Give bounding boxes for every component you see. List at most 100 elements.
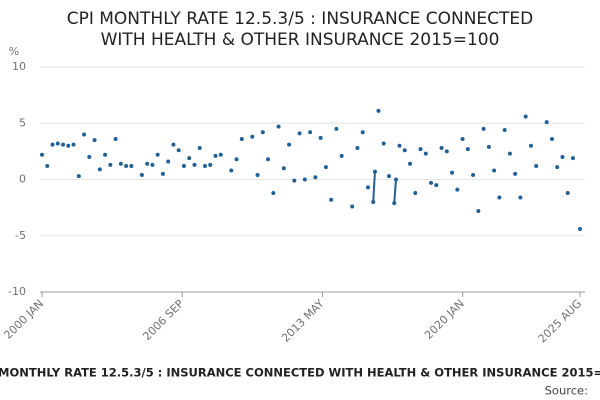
line-segment (372, 171, 376, 203)
point (471, 173, 476, 177)
point (413, 191, 418, 195)
point (287, 142, 292, 147)
point (266, 157, 271, 162)
point (418, 147, 423, 152)
point (150, 162, 155, 167)
point (497, 195, 502, 200)
point (570, 156, 575, 161)
point (429, 180, 434, 185)
point (518, 195, 523, 200)
point (187, 156, 192, 161)
point (528, 143, 533, 148)
point (560, 155, 565, 159)
x-tick-label: 2000 JAN (1, 297, 46, 342)
point (181, 164, 186, 168)
point (465, 147, 470, 152)
point (372, 169, 377, 174)
point (271, 191, 276, 195)
point (50, 142, 55, 147)
point (578, 227, 582, 231)
point (61, 142, 66, 147)
point (171, 142, 176, 147)
point (481, 126, 486, 131)
y-tick-label: -10 (8, 285, 26, 298)
point (355, 146, 360, 150)
point (565, 191, 570, 195)
point (292, 178, 297, 183)
point (365, 185, 370, 190)
point (97, 167, 102, 172)
x-tick-label: 2020 JAN (422, 297, 467, 342)
point (229, 168, 234, 173)
point (334, 126, 339, 131)
point (260, 130, 265, 135)
point (492, 168, 497, 173)
point (297, 131, 302, 136)
x-tick-label: 2025 AUG (536, 297, 585, 346)
point (350, 204, 355, 209)
point (113, 137, 118, 141)
point (329, 197, 334, 202)
point (176, 148, 181, 153)
point (160, 171, 165, 176)
point (202, 164, 207, 168)
point (92, 138, 97, 143)
point (218, 152, 223, 157)
point (549, 137, 554, 141)
point (460, 137, 465, 141)
point (502, 128, 507, 132)
point (281, 166, 286, 171)
point (444, 149, 449, 154)
footer: CPI MONTHLY RATE 12.5.3/5 : INSURANCE CO… (0, 366, 600, 380)
point (386, 174, 391, 179)
point (124, 164, 129, 168)
x-tick-label: 2006 SEP (140, 297, 186, 343)
point (139, 173, 144, 177)
point (250, 134, 255, 139)
point (513, 171, 518, 176)
point (376, 108, 381, 113)
point (55, 141, 60, 146)
source: Source: (545, 384, 588, 398)
point (145, 161, 150, 166)
y-tick-label: 10 (12, 60, 26, 73)
point (129, 164, 134, 168)
point (118, 161, 123, 166)
point (108, 162, 113, 167)
point (302, 177, 307, 182)
point (76, 174, 81, 179)
point (434, 183, 439, 188)
point (402, 148, 407, 153)
y-tick-label: 5 (19, 116, 26, 129)
point (166, 159, 171, 164)
point (555, 165, 560, 170)
point (103, 152, 108, 157)
x-tick-label: 2013 MAY (279, 297, 327, 345)
point (234, 157, 239, 162)
point (213, 153, 218, 158)
point (476, 209, 481, 213)
point (323, 165, 328, 170)
point (507, 151, 512, 156)
point (360, 130, 365, 135)
point (486, 144, 491, 149)
point (455, 187, 460, 192)
point (82, 132, 87, 137)
point (66, 143, 71, 148)
point (255, 173, 260, 177)
point (534, 164, 539, 168)
point (192, 162, 197, 167)
point (208, 162, 213, 167)
point (439, 146, 444, 150)
point (87, 155, 92, 159)
point (308, 130, 313, 135)
point (393, 177, 398, 182)
point (40, 152, 44, 157)
point (408, 161, 413, 166)
point (45, 164, 50, 168)
y-tick-label: -5 (15, 229, 26, 242)
y-axis-label: % (9, 45, 19, 58)
point (397, 143, 402, 148)
point (339, 153, 344, 158)
chart-title: CPI MONTHLY RATE 12.5.3/5 : INSURANCE CO… (67, 9, 534, 50)
